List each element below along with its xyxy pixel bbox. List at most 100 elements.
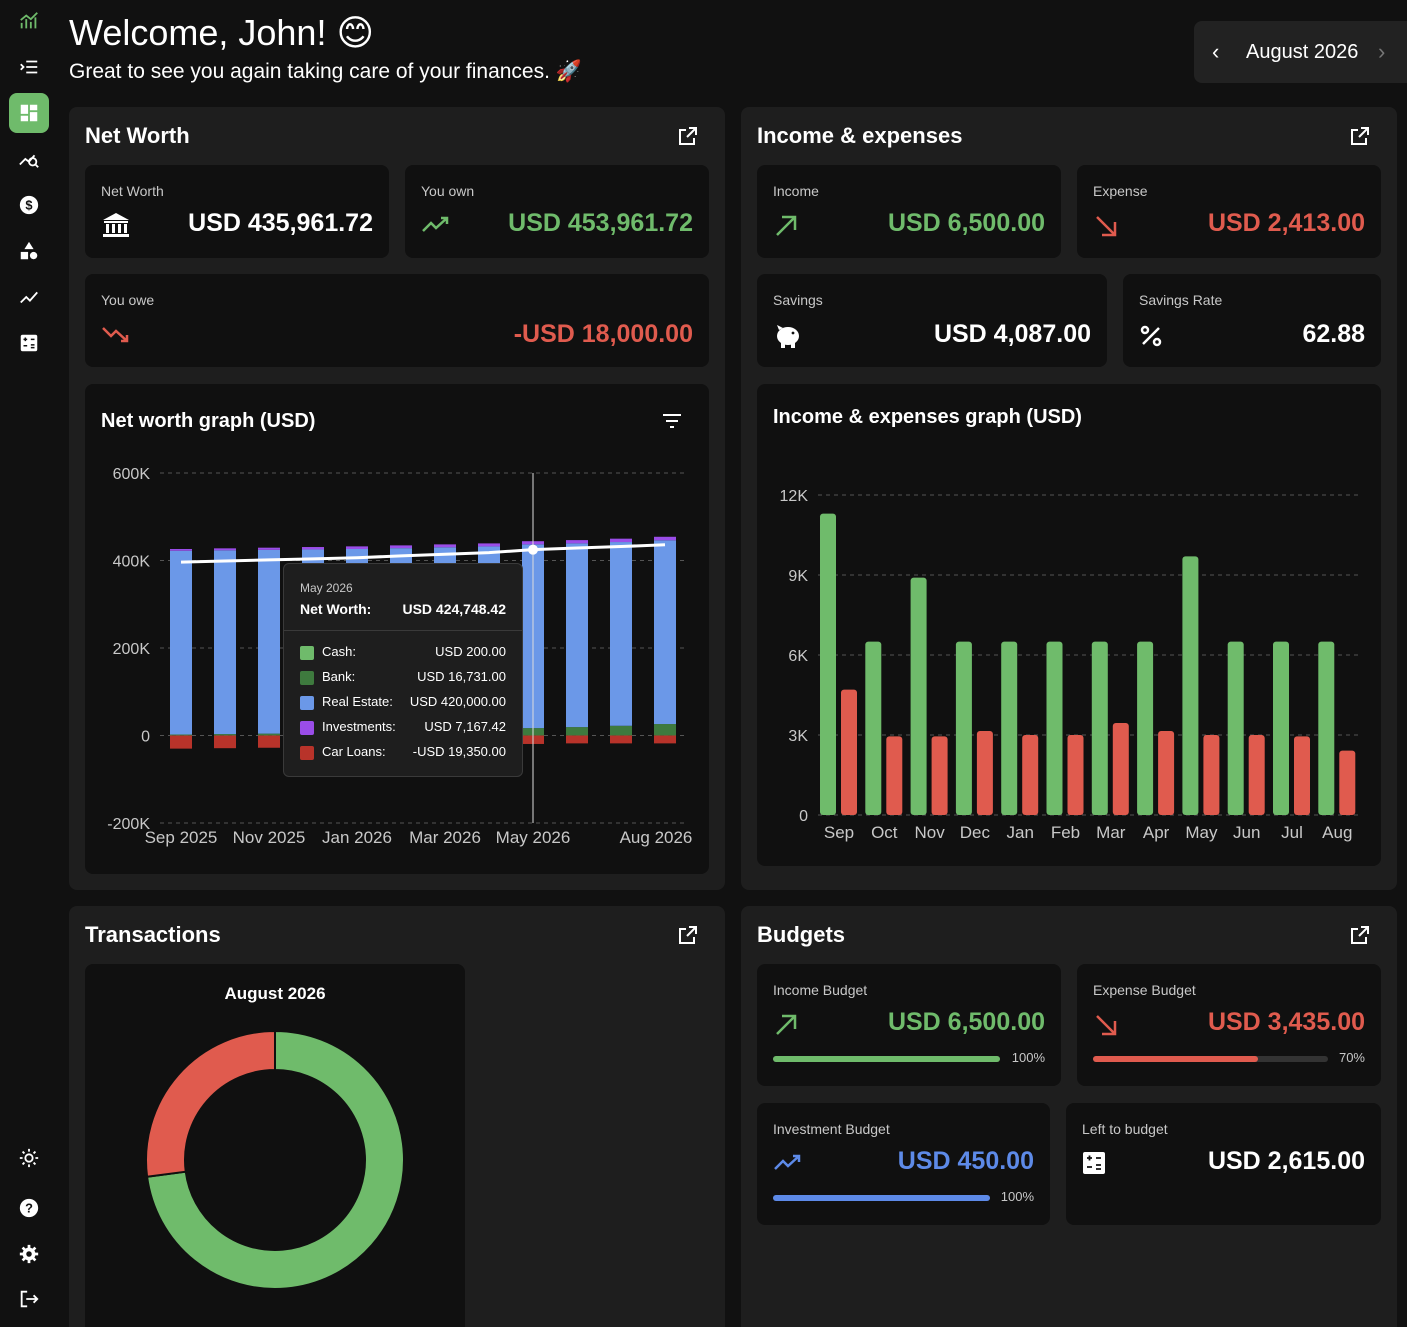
svg-text:?: ?	[25, 1201, 33, 1216]
transactions-chart-title: August 2026	[224, 984, 326, 1003]
filter-icon[interactable]	[660, 411, 684, 431]
transactions-panel: Transactions August 2026	[69, 906, 725, 1327]
arrow-down-right-icon	[1096, 1015, 1117, 1036]
net-worth-card: Net Worth USD 435,961.72	[85, 165, 389, 258]
card-label: You own	[421, 183, 475, 199]
card-value: USD 4,087.00	[933, 320, 1091, 348]
legend-swatch	[300, 720, 314, 735]
arrow-up-right-icon	[776, 1014, 797, 1035]
tooltip-row-value: USD 420,000.00	[409, 694, 506, 710]
card-label: Net Worth	[101, 183, 164, 199]
open-external-icon[interactable]	[1348, 923, 1372, 947]
calculator-icon	[1083, 1152, 1105, 1174]
transactions-title: Transactions	[85, 922, 221, 947]
left-to-budget-card: Left to budget USD 2,615.00	[1066, 1103, 1381, 1225]
trend-icon[interactable]	[9, 277, 49, 317]
net-worth-graph-title: Net worth graph (USD)	[101, 410, 316, 432]
calculator-icon[interactable]	[9, 323, 49, 363]
tooltip-row-value: USD 7,167.42	[424, 719, 506, 735]
net-worth-title: Net Worth	[85, 123, 190, 148]
income-budget-progress	[773, 1056, 1000, 1062]
card-value: USD 6,500.00	[887, 1008, 1045, 1036]
income-expenses-title: Income & expenses	[757, 123, 963, 148]
arrow-up-right-icon	[776, 215, 797, 236]
card-label: Expense	[1093, 183, 1148, 199]
logout-icon[interactable]	[9, 1279, 49, 1319]
trending-down-icon	[102, 327, 129, 343]
trending-up-icon	[774, 1154, 801, 1170]
tooltip-net-worth-label: Net Worth:	[300, 601, 372, 617]
sun-icon[interactable]	[9, 1138, 49, 1178]
investment-budget-progress	[773, 1195, 990, 1201]
card-value: USD 2,615.00	[1207, 1147, 1365, 1175]
legend-swatch	[300, 645, 314, 660]
open-external-icon[interactable]	[676, 923, 700, 947]
budgets-panel: Budgets Income Budget USD 6,500.00 100% …	[741, 906, 1397, 1327]
income-budget-card: Income Budget USD 6,500.00 100%	[757, 964, 1061, 1086]
bank-icon	[103, 213, 129, 237]
income-expenses-panel: Income & expenses Income USD 6,500.00 Ex…	[741, 107, 1397, 890]
card-label: Income Budget	[773, 982, 868, 998]
card-label: Savings Rate	[1139, 292, 1223, 308]
welcome-subtitle: Great to see you again taking care of yo…	[69, 60, 582, 83]
tooltip-row-label: Bank:	[300, 669, 355, 685]
net-worth-tooltip: May 2026 Net Worth: USD 424,748.42 Cash:…	[283, 563, 523, 777]
card-value: -USD 18,000.00	[513, 320, 693, 348]
card-value: USD 3,435.00	[1207, 1008, 1365, 1036]
progress-percent: 70%	[1338, 1050, 1365, 1065]
analytics-icon[interactable]	[9, 139, 49, 179]
you-owe-card: You owe -USD 18,000.00	[85, 274, 709, 367]
sidebar: $ ?	[0, 0, 56, 1327]
open-external-icon[interactable]	[1348, 124, 1372, 148]
card-label: Savings	[773, 292, 823, 308]
card-label: Investment Budget	[773, 1121, 890, 1137]
menu-collapse-icon[interactable]	[9, 47, 49, 87]
card-value: 62.88	[1302, 320, 1365, 348]
investment-budget-card: Investment Budget USD 450.00 100%	[757, 1103, 1050, 1225]
trending-up-icon	[422, 216, 449, 232]
shapes-icon[interactable]	[9, 231, 49, 271]
chevron-right-icon[interactable]: ›	[1378, 39, 1386, 64]
income-expenses-graph-title: Income & expenses graph (USD)	[773, 406, 1082, 428]
tooltip-row: Car Loans: -USD 19,350.00	[300, 744, 506, 760]
tooltip-row-value: USD 200.00	[435, 644, 506, 660]
tooltip-row-label: Cash:	[300, 644, 356, 660]
you-own-card: You own USD 453,961.72	[405, 165, 709, 258]
progress-percent: 100%	[1000, 1189, 1034, 1204]
transactions-chart-card: August 2026	[85, 964, 465, 1327]
piggy-bank-icon	[777, 325, 799, 348]
tooltip-row: Bank: USD 16,731.00	[300, 669, 506, 685]
income-expenses-graph-card: Income & expenses graph (USD)	[757, 384, 1381, 866]
tooltip-row-value: -USD 19,350.00	[412, 744, 506, 760]
open-external-icon[interactable]	[676, 124, 700, 148]
progress-fill	[1093, 1056, 1258, 1062]
settings-icon[interactable]	[9, 1234, 49, 1274]
card-label: Income	[773, 183, 819, 199]
tooltip-divider	[284, 630, 522, 631]
dollar-icon[interactable]: $	[9, 185, 49, 225]
tooltip-net-worth-row: Net Worth: USD 424,748.42	[300, 601, 506, 617]
percent-icon	[1140, 325, 1162, 347]
chevron-left-icon[interactable]: ‹	[1212, 39, 1220, 64]
card-label: Left to budget	[1082, 1121, 1168, 1137]
dashboard-icon[interactable]	[9, 93, 49, 133]
tooltip-net-worth-value: USD 424,748.42	[402, 601, 506, 617]
legend-swatch	[300, 745, 314, 760]
savings-rate-card: Savings Rate 62.88	[1123, 274, 1381, 367]
tooltip-month: May 2026	[300, 581, 353, 595]
card-label: Expense Budget	[1093, 982, 1196, 998]
card-value: USD 435,961.72	[188, 209, 373, 237]
month-selector: ‹ August 2026 ›	[1194, 21, 1407, 83]
logo-chart-icon[interactable]	[9, 1, 49, 41]
progress-percent: 100%	[1011, 1050, 1045, 1065]
income-card: Income USD 6,500.00	[757, 165, 1061, 258]
expense-budget-progress	[1093, 1056, 1328, 1062]
svg-text:$: $	[25, 198, 32, 213]
tooltip-row: Investments: USD 7,167.42	[300, 719, 506, 735]
arrow-down-right-icon	[1096, 216, 1117, 237]
help-icon[interactable]: ?	[9, 1188, 49, 1228]
budgets-title: Budgets	[757, 922, 845, 947]
progress-fill	[773, 1195, 990, 1201]
legend-swatch	[300, 670, 314, 685]
tooltip-row: Cash: USD 200.00	[300, 644, 506, 660]
